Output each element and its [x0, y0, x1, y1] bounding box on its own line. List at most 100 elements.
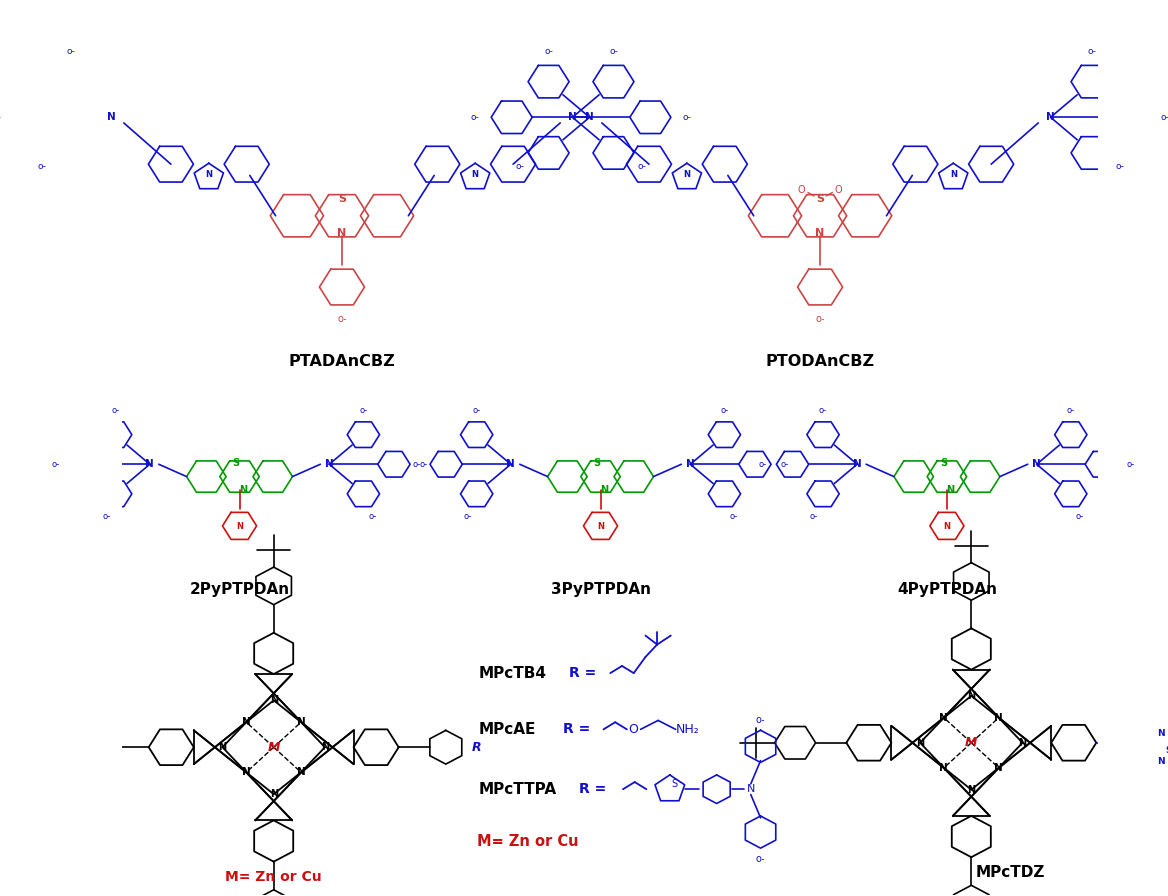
Text: N: N [297, 717, 306, 727]
Text: o-: o- [360, 407, 368, 416]
Text: N: N [853, 460, 862, 470]
Text: N: N [297, 768, 306, 778]
Text: PTADAnCBZ: PTADAnCBZ [288, 354, 395, 369]
Text: S: S [232, 459, 239, 469]
Text: o-: o- [67, 47, 75, 56]
Text: N: N [967, 785, 975, 795]
Text: N: N [939, 763, 948, 773]
Text: o-: o- [112, 407, 120, 416]
Text: N: N [1018, 737, 1027, 748]
Text: o-: o- [368, 513, 376, 521]
Text: o-: o- [756, 714, 765, 725]
Text: N: N [939, 712, 948, 722]
Text: o-: o- [1161, 113, 1168, 122]
Text: O: O [798, 185, 806, 194]
Text: o-: o- [419, 460, 427, 469]
Text: N: N [242, 768, 251, 778]
Text: N: N [1033, 460, 1041, 470]
Text: N: N [944, 522, 951, 531]
Text: o-: o- [473, 407, 481, 416]
Text: M= Zn or Cu: M= Zn or Cu [477, 833, 578, 849]
Text: N: N [242, 717, 251, 727]
Text: M: M [965, 737, 978, 749]
Text: N: N [1156, 757, 1164, 766]
Text: o-: o- [638, 161, 647, 170]
Text: o-: o- [471, 113, 479, 122]
Text: o-: o- [819, 407, 827, 416]
Text: N: N [270, 695, 278, 705]
Text: o-: o- [1127, 460, 1135, 469]
Text: o-: o- [51, 460, 60, 469]
Text: N: N [218, 742, 227, 753]
Text: O: O [628, 723, 638, 736]
Text: N: N [507, 460, 515, 470]
Text: 2PyPTPDAn: 2PyPTPDAn [189, 582, 290, 597]
Text: N: N [325, 460, 334, 470]
Text: PTODAnCBZ: PTODAnCBZ [765, 354, 875, 369]
Text: N: N [107, 112, 116, 122]
Text: o-: o- [759, 460, 767, 469]
Text: N: N [597, 522, 604, 531]
Text: N: N [1156, 728, 1164, 738]
Text: o-: o- [338, 314, 347, 324]
Text: N: N [338, 228, 347, 237]
Text: o-: o- [815, 314, 825, 324]
Text: N: N [950, 170, 957, 179]
Text: o-: o- [609, 47, 618, 56]
Text: N: N [270, 789, 278, 799]
Text: R =: R = [579, 782, 606, 797]
Text: N: N [206, 170, 213, 179]
Text: MPcTB4: MPcTB4 [479, 666, 547, 681]
Text: o-: o- [1115, 161, 1125, 170]
Text: MPcTTPA: MPcTTPA [479, 781, 557, 797]
Text: N: N [239, 485, 248, 495]
Text: o-: o- [0, 113, 1, 122]
Text: M= Zn or Cu: M= Zn or Cu [225, 870, 322, 883]
Text: N: N [686, 460, 695, 470]
Text: N: N [236, 522, 243, 531]
Text: o-: o- [721, 407, 729, 416]
Text: o-: o- [756, 854, 765, 864]
Text: N: N [321, 742, 329, 753]
Text: N: N [472, 170, 479, 179]
Text: o-: o- [1087, 47, 1096, 56]
Text: NH₂: NH₂ [675, 723, 700, 736]
Text: N: N [994, 763, 1003, 773]
Text: R: R [472, 741, 481, 754]
Text: o-: o- [729, 513, 737, 521]
Text: S: S [816, 194, 825, 204]
Text: N: N [815, 228, 825, 237]
Text: S: S [338, 194, 346, 204]
Text: 4PyPTPDAn: 4PyPTPDAn [897, 582, 997, 597]
Text: N: N [683, 170, 690, 179]
Text: S: S [940, 459, 947, 469]
Text: N: N [967, 691, 975, 701]
Text: R =: R = [569, 666, 597, 680]
Text: R =: R = [563, 722, 591, 737]
Text: N: N [946, 485, 954, 495]
Text: o-: o- [464, 513, 472, 521]
Text: N: N [916, 737, 924, 748]
Text: o-: o- [515, 161, 524, 170]
Text: N: N [145, 460, 154, 470]
Text: o-: o- [1066, 407, 1075, 416]
Text: o-: o- [683, 113, 691, 122]
Text: N: N [600, 485, 609, 495]
Text: S: S [1166, 745, 1168, 754]
Text: MPcTDZ: MPcTDZ [975, 865, 1045, 880]
Text: o-: o- [412, 460, 420, 469]
Text: N: N [568, 112, 577, 122]
Text: MPcAE: MPcAE [479, 722, 536, 737]
Text: S: S [672, 779, 677, 788]
Text: o-: o- [37, 161, 47, 170]
Text: O: O [835, 185, 842, 194]
Text: o-: o- [780, 460, 788, 469]
Text: S: S [593, 459, 600, 469]
Text: o-: o- [544, 47, 552, 56]
Text: N: N [585, 112, 595, 122]
Text: o-: o- [103, 513, 111, 521]
Text: o-: o- [1076, 513, 1084, 521]
Text: N: N [746, 784, 755, 794]
Text: o-: o- [809, 513, 819, 521]
Text: M: M [267, 741, 280, 754]
